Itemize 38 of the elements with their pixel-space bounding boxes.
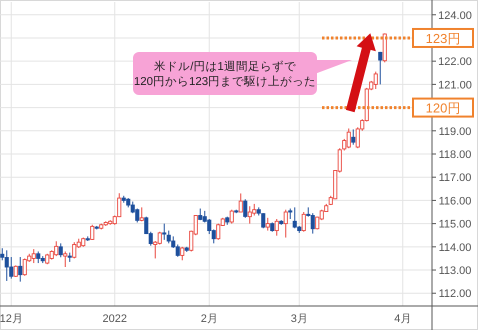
ref-line-label: 123円 bbox=[426, 30, 460, 46]
y-tick-label: 115.00 bbox=[438, 218, 472, 231]
y-tick-label: 124.00 bbox=[438, 10, 472, 22]
candlestick bbox=[14, 264, 18, 278]
annotation: 米ドル/円は1週間足らずで 120円から123円まで駆け上がった bbox=[134, 60, 316, 88]
candlestick bbox=[68, 252, 72, 262]
candlestick bbox=[18, 256, 22, 282]
y-tick-label: 119.00 bbox=[438, 126, 472, 138]
y-tick-label: 114.00 bbox=[438, 242, 472, 254]
y-tick-label: 122.00 bbox=[438, 56, 472, 68]
y-tick-label: 118.00 bbox=[438, 149, 472, 161]
ref-line-label: 120円 bbox=[426, 100, 460, 116]
candlestick bbox=[180, 246, 184, 261]
x-tick-label: 2022 bbox=[102, 313, 127, 325]
y-tick-label: 112.00 bbox=[438, 288, 472, 300]
candlestick bbox=[230, 209, 234, 224]
x-tick-label: 12月 bbox=[0, 313, 23, 325]
y-tick-label: 113.00 bbox=[438, 265, 472, 278]
y-tick-label: 117.00 bbox=[438, 172, 472, 184]
y-tick-label: 116.00 bbox=[438, 195, 472, 208]
candlestick bbox=[238, 192, 243, 213]
candlestick bbox=[351, 128, 356, 146]
x-tick-label: 2月 bbox=[200, 313, 218, 325]
candlestick bbox=[90, 224, 94, 240]
candlestick bbox=[270, 222, 274, 232]
x-tick-label: 3月 bbox=[290, 313, 308, 325]
candlestick bbox=[63, 250, 68, 268]
x-tick-label: 4月 bbox=[394, 313, 412, 325]
y-tick-label: 121.00 bbox=[438, 79, 472, 92]
candlestick bbox=[284, 209, 288, 238]
candlestick bbox=[302, 212, 306, 232]
candlestick bbox=[378, 51, 382, 85]
candlestick bbox=[243, 198, 248, 218]
candlestick bbox=[274, 218, 279, 236]
candlestick bbox=[266, 217, 270, 232]
candlestick bbox=[58, 242, 63, 258]
candlestick bbox=[288, 208, 292, 220]
candlestick bbox=[140, 206, 144, 222]
